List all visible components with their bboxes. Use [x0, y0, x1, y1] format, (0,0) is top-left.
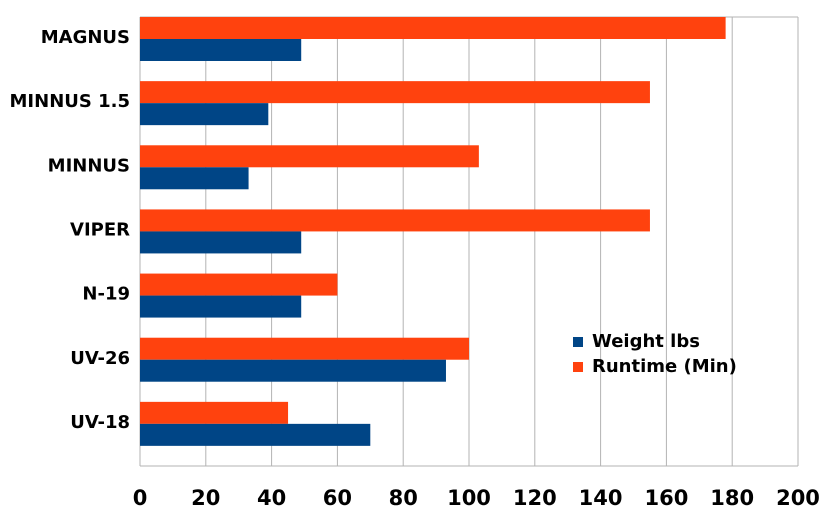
bar — [140, 209, 650, 232]
legend-label: Weight lbs — [592, 331, 700, 352]
legend-swatch — [573, 337, 583, 347]
bar — [140, 423, 371, 446]
bar — [140, 39, 302, 61]
legend-swatch — [573, 362, 583, 372]
x-tick-label: 60 — [323, 486, 352, 510]
bar — [140, 17, 726, 39]
x-tick-label: 80 — [389, 486, 418, 510]
bar — [140, 337, 469, 360]
bar — [140, 401, 289, 424]
x-tick-label: 200 — [776, 486, 820, 510]
x-tick-label: 160 — [644, 486, 688, 510]
bar — [140, 145, 479, 168]
x-tick-label: 120 — [513, 486, 557, 510]
bar — [140, 295, 302, 318]
x-tick-label: 20 — [191, 486, 220, 510]
x-tick-label: 40 — [257, 486, 286, 510]
bar — [140, 231, 302, 254]
bar — [140, 81, 650, 104]
bar — [140, 359, 446, 382]
x-tick-label: 100 — [447, 486, 491, 510]
y-tick-label: UV-26 — [70, 348, 130, 369]
x-tick-label: 0 — [133, 486, 148, 510]
x-tick-label: 180 — [710, 486, 754, 510]
y-tick-label: MAGNUS — [41, 27, 130, 48]
y-tick-label: MINNUS 1.5 — [10, 91, 130, 112]
y-tick-label: UV-18 — [70, 412, 130, 433]
bar — [140, 167, 249, 190]
legend-label: Runtime (Min) — [592, 356, 737, 377]
y-tick-label: MINNUS — [48, 155, 130, 176]
bar — [140, 103, 269, 126]
x-tick-label: 140 — [579, 486, 623, 510]
bar — [140, 273, 338, 296]
y-tick-label: N-19 — [82, 284, 130, 305]
y-tick-label: VIPER — [70, 220, 130, 241]
